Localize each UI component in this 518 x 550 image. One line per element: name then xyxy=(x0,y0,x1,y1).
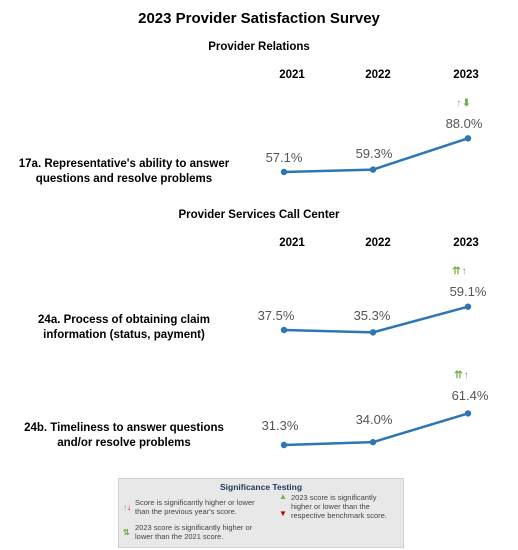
significance-arrows-17a: ↑⬇ xyxy=(449,98,479,109)
legend-item2-line1: 2023 score is significantly higher or xyxy=(135,523,253,532)
data-point-0-2023 xyxy=(464,135,472,142)
legend-item1-line2: than the previous year's score. xyxy=(135,507,237,516)
section-title-call-center: Provider Services Call Center xyxy=(178,209,340,221)
series-line-0 xyxy=(283,137,469,174)
data-point-1-2023 xyxy=(464,303,472,310)
data-point-0-2022 xyxy=(369,166,377,173)
double-up-down-arrow-icon: ⇅ xyxy=(123,528,130,537)
double-up-arrow-icon: ⇈↑ xyxy=(454,370,470,381)
question-label-17a-line1: 17a. Representative's ability to answer xyxy=(18,158,230,170)
legend-item1-line1: Score is significantly higher or lower xyxy=(135,498,255,507)
significance-legend: Significance Testing ↑↓ Score is signifi… xyxy=(118,478,404,548)
year-header-2021-call-center: 2021 xyxy=(279,237,305,249)
trend-line-chart-24a xyxy=(280,303,472,336)
question-label-24a-line1: 24a. Process of obtaining claim xyxy=(38,314,210,326)
legend-item3-line1: 2023 score is significantly xyxy=(291,493,377,502)
data-point-2-2022 xyxy=(369,438,377,446)
legend-item-previous-year: Score is significantly higher or lower t… xyxy=(135,498,255,516)
value-label-24b-2022: 34.0% xyxy=(355,412,393,427)
value-label-24b-2023: 61.4% xyxy=(451,388,489,403)
legend-item-benchmark: 2023 score is significantly higher or lo… xyxy=(291,493,387,520)
value-label-17a-2022: 59.3% xyxy=(355,146,393,161)
year-header-2021: 2021 xyxy=(279,69,305,81)
question-label-17a-line2: questions and resolve problems xyxy=(35,173,213,185)
question-label-24b-line1: 24b. Timeliness to answer questions xyxy=(24,422,224,434)
trend-line-chart-17a xyxy=(280,135,472,176)
double-up-arrow-icon: ⇈↑ xyxy=(452,266,468,277)
year-header-2023-call-center: 2023 xyxy=(453,237,479,249)
triangle-down-icon: ▼ xyxy=(279,509,287,518)
question-label-24a: 24a. Process of obtaining claim informat… xyxy=(14,313,234,343)
triangle-up-icon: ▲ xyxy=(279,492,287,501)
legend-item3-line3: respective benchmark score. xyxy=(291,511,387,520)
question-label-17a: 17a. Representative's ability to answer … xyxy=(14,157,234,187)
value-label-24a-2021: 37.5% xyxy=(257,308,295,323)
year-header-2022-call-center: 2022 xyxy=(365,237,391,249)
significance-arrows-24b: ⇈↑ xyxy=(447,370,477,381)
question-label-24a-line2: information (status, payment) xyxy=(43,329,205,341)
question-label-24b: 24b. Timeliness to answer questions and/… xyxy=(14,421,234,451)
value-label-17a-2021: 57.1% xyxy=(265,150,303,165)
data-point-1-2021 xyxy=(280,326,288,334)
value-label-24b-2021: 31.3% xyxy=(261,418,299,433)
data-point-1-2022 xyxy=(369,329,377,336)
up-arrow-icon: ↑⬇ xyxy=(456,98,472,109)
legend-item-2021: 2023 score is significantly higher or lo… xyxy=(135,523,252,541)
question-label-24b-line2: and/or resolve problems xyxy=(57,437,191,449)
legend-title: Significance Testing xyxy=(219,482,303,492)
trend-line-chart-24b xyxy=(280,410,472,449)
year-header-2023: 2023 xyxy=(453,69,479,81)
series-line-2 xyxy=(283,412,469,447)
value-label-17a-2023: 88.0% xyxy=(445,116,483,131)
value-label-24a-2023: 59.1% xyxy=(449,284,487,299)
data-point-2-2023 xyxy=(464,410,472,417)
significance-arrows-24a: ⇈↑ xyxy=(445,266,475,277)
legend-item2-line2: lower than the 2021 score. xyxy=(135,532,224,541)
year-header-2022: 2022 xyxy=(365,69,391,81)
legend-item3-line2: higher or lower than the xyxy=(291,502,370,511)
section-title-provider-relations: Provider Relations xyxy=(208,41,310,53)
value-label-24a-2022: 35.3% xyxy=(353,308,391,323)
up-down-arrow-icon: ↑↓ xyxy=(123,503,131,512)
page-title: 2023 Provider Satisfaction Survey xyxy=(138,10,380,27)
data-point-0-2021 xyxy=(280,168,288,176)
series-line-1 xyxy=(283,305,469,334)
data-point-2-2021 xyxy=(280,441,288,449)
